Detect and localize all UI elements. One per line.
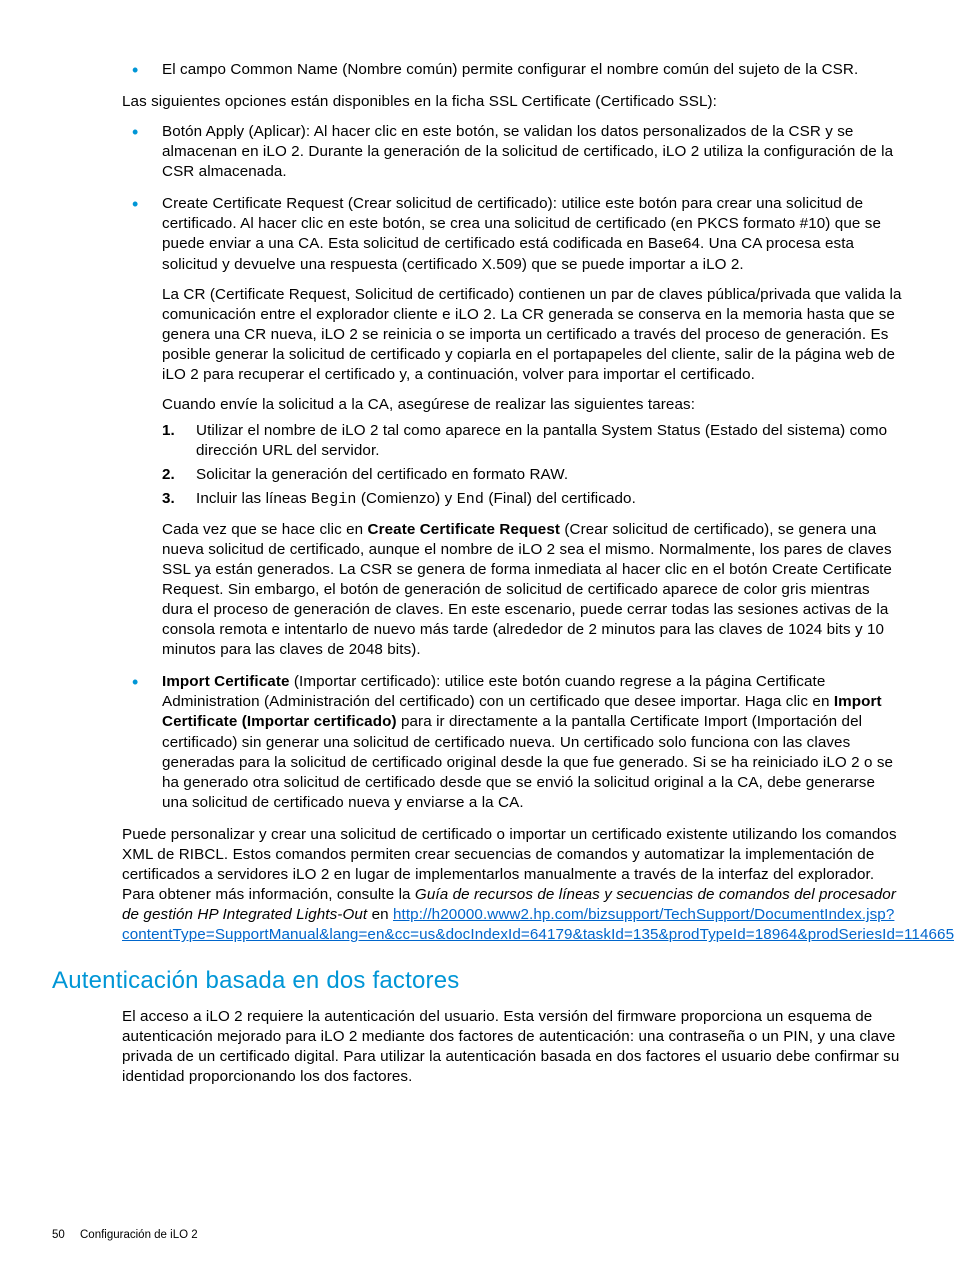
section-body: El acceso a iLO 2 requiere la autenticac… <box>52 1007 902 1087</box>
text: Botón Apply (Aplicar): Al hacer clic en … <box>162 123 893 180</box>
page-content: El campo Common Name (Nombre común) perm… <box>52 60 902 945</box>
section-heading-two-factor: Autenticación basada en dos factores <box>52 967 902 995</box>
step-1: Utilizar el nombre de iLO 2 tal como apa… <box>162 421 902 461</box>
page-footer: 50Configuración de iLO 2 <box>52 1229 198 1241</box>
t2: (Crear solicitud de certificado), se gen… <box>162 521 892 658</box>
t1: Cada vez que se hace clic en <box>162 521 368 538</box>
code-end: End <box>457 491 484 508</box>
create-cert-p3: Cuando envíe la solicitud a la CA, asegú… <box>162 395 902 415</box>
bullet-list-2: Botón Apply (Aplicar): Al hacer clic en … <box>122 122 902 813</box>
bullet-common-name: El campo Common Name (Nombre común) perm… <box>122 60 902 80</box>
t2: en <box>367 906 393 923</box>
code-begin: Begin <box>311 491 357 508</box>
bold-create-cert: Create Certificate Request <box>368 521 561 538</box>
bullet-create-cert: Create Certificate Request (Crear solici… <box>122 194 902 660</box>
closing-para: Puede personalizar y crear una solicitud… <box>122 825 902 945</box>
text: El campo Common Name (Nombre común) perm… <box>162 61 858 78</box>
bold-import-1: Import Certificate <box>162 673 290 690</box>
import-cert-p: Import Certificate (Importar certificado… <box>162 672 902 812</box>
step-3: Incluir las líneas Begin (Comienzo) y En… <box>162 489 902 510</box>
intro-ssl-options: Las siguientes opciones están disponible… <box>122 92 902 112</box>
create-cert-p2: La CR (Certificate Request, Solicitud de… <box>162 285 902 385</box>
footer-label: Configuración de iLO 2 <box>80 1229 198 1241</box>
t2: (Comienzo) y <box>357 490 457 507</box>
create-cert-p4: Cada vez que se hace clic en Create Cert… <box>162 520 902 660</box>
bullet-import-cert: Import Certificate (Importar certificado… <box>122 672 902 812</box>
step-2: Solicitar la generación del certificado … <box>162 465 902 485</box>
bullet-list-1: El campo Common Name (Nombre común) perm… <box>122 60 902 80</box>
text: Utilizar el nombre de iLO 2 tal como apa… <box>196 422 887 459</box>
two-factor-para: El acceso a iLO 2 requiere la autenticac… <box>122 1007 902 1087</box>
text: Solicitar la generación del certificado … <box>196 466 568 483</box>
steps-list: Utilizar el nombre de iLO 2 tal como apa… <box>162 421 902 510</box>
bullet-apply: Botón Apply (Aplicar): Al hacer clic en … <box>122 122 902 182</box>
page-number: 50 <box>52 1229 80 1241</box>
t3: (Final) del certificado. <box>484 490 636 507</box>
create-cert-p1: Create Certificate Request (Crear solici… <box>162 194 902 274</box>
t1: Incluir las líneas <box>196 490 311 507</box>
